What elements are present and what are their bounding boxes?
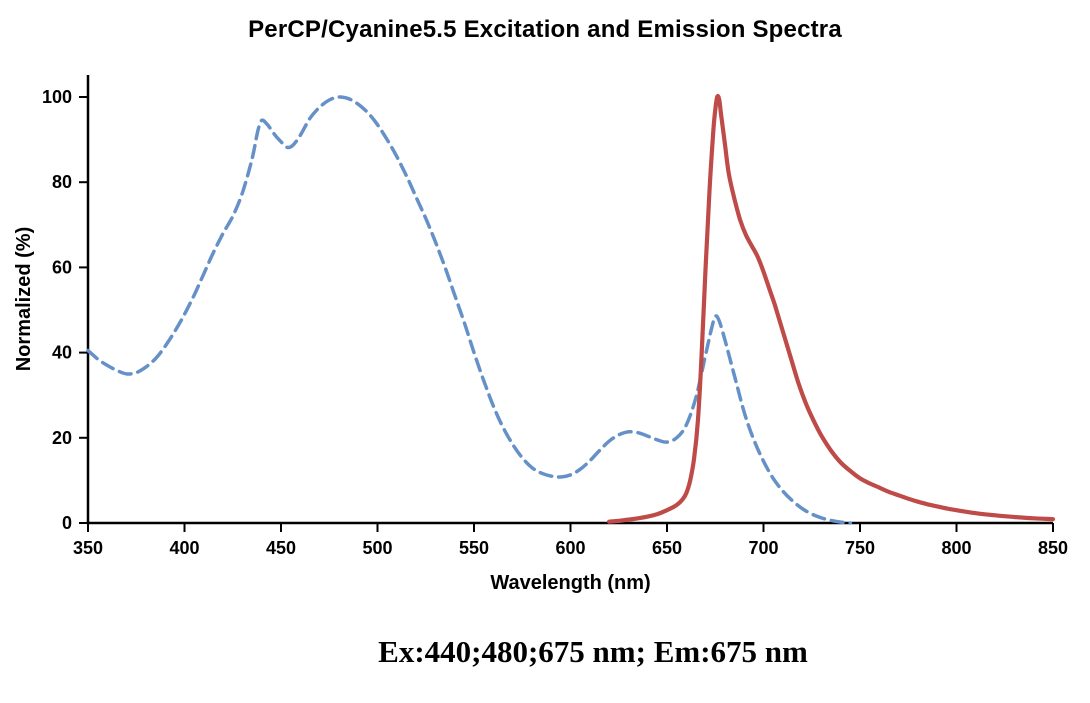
svg-text:80: 80	[52, 172, 72, 192]
svg-text:700: 700	[748, 538, 778, 558]
svg-text:40: 40	[52, 343, 72, 363]
tick-marks	[79, 96, 1054, 532]
svg-text:550: 550	[459, 538, 489, 558]
svg-text:350: 350	[73, 538, 103, 558]
excitation-curve	[86, 95, 853, 525]
svg-text:100: 100	[42, 87, 72, 107]
svg-text:500: 500	[362, 538, 392, 558]
x-axis-title: Wavelength (nm)	[490, 572, 650, 594]
y-axis-title: Normalized (%)	[13, 227, 35, 371]
svg-text:400: 400	[169, 538, 199, 558]
axes	[86, 75, 1053, 525]
svg-text:850: 850	[1038, 538, 1068, 558]
figure-caption: Ex:440;480;675 nm; Em:675 nm	[0, 634, 1090, 670]
svg-text:20: 20	[52, 428, 72, 448]
svg-text:800: 800	[941, 538, 971, 558]
svg-text:60: 60	[52, 257, 72, 277]
svg-text:750: 750	[845, 538, 875, 558]
svg-text:450: 450	[266, 538, 296, 558]
caption-text: Ex:440;480;675 nm; Em:675 nm	[378, 634, 808, 669]
svg-text:600: 600	[555, 538, 585, 558]
svg-text:0: 0	[62, 513, 72, 533]
y-tick-labels: 0 20 40 60 80 100	[42, 87, 72, 533]
emission-curve	[607, 94, 1056, 524]
svg-text:650: 650	[652, 538, 682, 558]
chart-title: PerCP/Cyanine5.5 Excitation and Emission…	[248, 16, 842, 43]
x-tick-labels: 350 400 450 500 550 600 650 700 750 800 850	[73, 538, 1068, 558]
